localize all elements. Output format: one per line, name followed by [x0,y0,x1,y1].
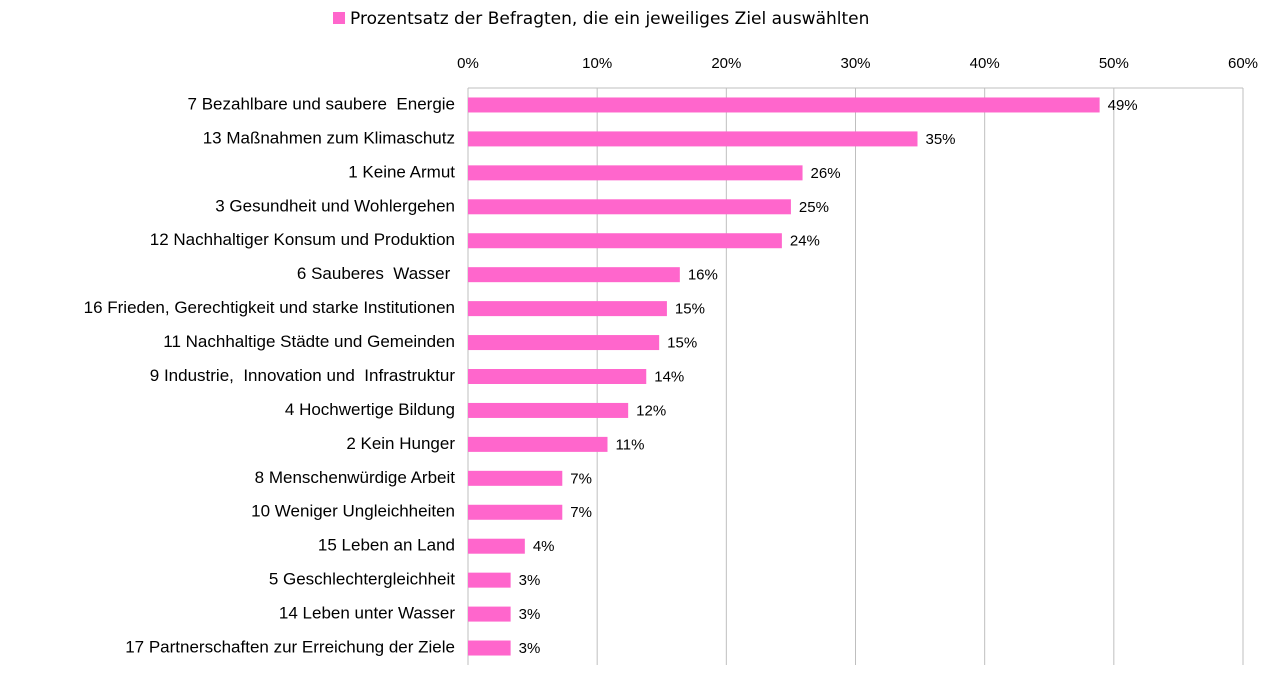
y-tick-label: 8 Menschenwürdige Arbeit [255,468,456,487]
bar [468,572,511,588]
y-tick-label: 12 Nachhaltiger Konsum und Produktion [150,230,455,249]
y-tick-label: 1 Keine Armut [348,162,455,181]
y-tick-label: 3 Gesundheit und Wohlergehen [215,196,455,215]
data-label: 25% [799,199,829,216]
y-tick-label: 5 Geschlechtergleichheit [269,570,455,589]
data-label: 3% [519,640,541,657]
bar [468,402,629,418]
y-tick-label: 17 Partnerschaften zur Erreichung der Zi… [125,638,455,657]
legend-label: Prozentsatz der Befragten, die ein jewei… [350,9,869,29]
data-label: 7% [570,504,592,521]
data-label: 16% [688,267,718,284]
bar [468,538,525,554]
legend-swatch [333,12,345,24]
x-tick-label: 50% [1099,55,1129,72]
data-label: 3% [519,572,541,589]
bar [468,470,563,486]
data-label: 3% [519,606,541,623]
bar [468,640,511,656]
data-label: 14% [654,368,684,385]
bar [468,199,791,215]
bar [468,165,803,181]
data-label: 35% [926,131,956,148]
bar [468,436,608,452]
bar [468,267,680,283]
y-tick-label: 7 Bezahlbare und saubere Energie [188,94,455,113]
bar [468,301,667,317]
y-tick-label: 11 Nachhaltige Städte und Gemeinden [163,332,455,351]
data-label: 7% [570,470,592,487]
x-tick-label: 10% [582,55,612,72]
x-tick-label: 20% [711,55,741,72]
x-tick-label: 0% [457,55,479,72]
x-tick-label: 30% [840,55,870,72]
bar [468,97,1100,113]
y-tick-label: 6 Sauberes Wasser [297,264,455,283]
y-tick-label: 4 Hochwertige Bildung [285,400,455,419]
bar [468,369,647,384]
y-tick-label: 13 Maßnahmen zum Klimaschutz [203,128,455,147]
y-tick-label: 14 Leben unter Wasser [279,604,455,623]
data-label: 15% [667,335,697,352]
data-label: 26% [811,165,841,182]
data-label: 15% [675,301,705,318]
y-tick-label: 2 Kein Hunger [346,434,455,453]
y-tick-label: 9 Industrie, Innovation und Infrastruktu… [150,366,456,385]
data-label: 24% [790,233,820,250]
x-tick-label: 60% [1228,55,1258,72]
y-tick-label: 16 Frieden, Gerechtigkeit und starke Ins… [84,298,455,317]
bar [468,504,563,520]
data-label: 11% [616,436,645,453]
data-label: 4% [533,538,555,555]
data-label: 12% [636,402,666,419]
y-tick-label: 15 Leben an Land [318,536,455,555]
bar [468,335,660,351]
data-label: 49% [1108,97,1138,114]
bar [468,131,918,147]
bar [468,233,782,249]
y-tick-label: 10 Weniger Ungleichheiten [251,502,455,521]
bar [468,606,511,622]
x-tick-label: 40% [970,55,1000,72]
